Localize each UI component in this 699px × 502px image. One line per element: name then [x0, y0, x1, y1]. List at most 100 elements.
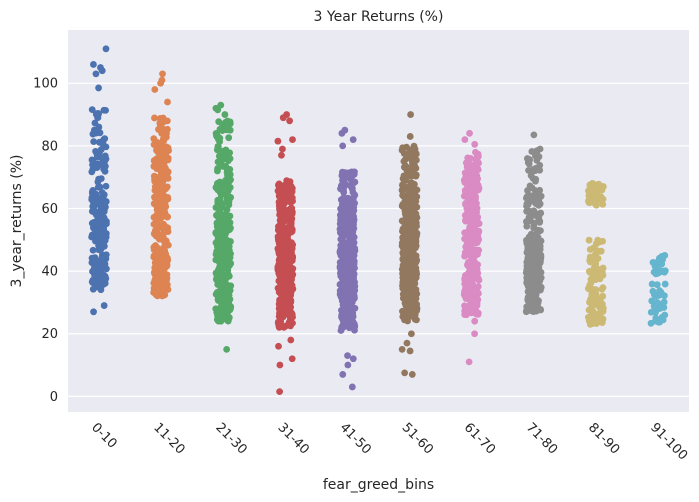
point: [592, 250, 600, 257]
point: [284, 236, 292, 243]
point: [595, 196, 603, 204]
point: [404, 227, 412, 235]
point: [408, 330, 415, 338]
point: [463, 199, 470, 207]
point: [89, 224, 97, 231]
point: [286, 117, 293, 125]
point: [661, 252, 669, 259]
point: [650, 302, 658, 310]
point: [405, 191, 413, 199]
point: [216, 188, 224, 196]
point: [461, 249, 469, 256]
point: [406, 307, 413, 315]
point: [537, 251, 545, 259]
point: [286, 312, 293, 320]
point: [156, 141, 164, 149]
point: [97, 208, 105, 216]
point: [98, 67, 106, 75]
point: [90, 138, 98, 146]
point: [215, 118, 223, 126]
point: [151, 194, 159, 202]
point: [531, 165, 539, 173]
point: [461, 235, 468, 243]
point: [523, 267, 531, 274]
point: [523, 207, 531, 215]
point: [349, 188, 357, 196]
series-51-60: [398, 111, 421, 378]
point: [223, 264, 231, 272]
point: [275, 233, 283, 241]
point: [164, 174, 172, 182]
point: [339, 228, 346, 236]
point: [221, 111, 229, 118]
point: [274, 137, 282, 145]
point: [100, 106, 108, 114]
point: [470, 274, 478, 282]
point: [164, 98, 171, 106]
point: [536, 217, 544, 225]
point: [213, 248, 221, 255]
point: [280, 260, 287, 268]
point: [161, 127, 169, 135]
point: [100, 214, 108, 222]
point: [222, 210, 229, 218]
point: [341, 254, 349, 262]
x-axis-label: fear_greed_bins: [323, 477, 434, 493]
point: [525, 166, 532, 174]
point: [400, 245, 408, 253]
point: [154, 211, 162, 219]
point: [340, 316, 348, 324]
point: [661, 280, 669, 288]
point: [279, 313, 287, 321]
point: [285, 222, 293, 230]
point: [536, 194, 543, 202]
point: [350, 212, 358, 220]
point: [399, 284, 407, 292]
chart-title: 3 Year Returns (%): [314, 9, 444, 25]
point: [151, 175, 158, 183]
point: [350, 246, 358, 254]
point: [160, 186, 168, 194]
point: [338, 129, 346, 137]
point: [472, 156, 480, 164]
point: [469, 263, 476, 270]
point: [221, 220, 229, 227]
point: [155, 289, 163, 297]
series-91-100: [647, 252, 669, 327]
point: [151, 114, 158, 122]
point: [531, 296, 539, 303]
point: [150, 157, 158, 165]
point: [653, 281, 661, 289]
point: [223, 286, 231, 294]
point: [536, 186, 544, 194]
point: [339, 142, 347, 150]
point: [89, 246, 97, 254]
point: [341, 240, 349, 248]
point: [97, 286, 105, 294]
point: [398, 146, 406, 154]
point: [156, 253, 164, 260]
point: [93, 153, 101, 161]
point: [160, 237, 167, 245]
point: [525, 306, 533, 314]
point: [91, 192, 99, 199]
point: [160, 151, 168, 159]
point: [216, 134, 224, 142]
point: [94, 109, 102, 117]
point: [523, 218, 531, 225]
point: [469, 208, 477, 216]
point: [285, 319, 293, 326]
point: [525, 241, 532, 248]
y-tick-label: 0: [50, 390, 58, 405]
point: [410, 237, 418, 245]
point: [91, 208, 98, 216]
point: [536, 242, 544, 250]
point: [275, 198, 283, 206]
point: [530, 131, 538, 139]
point: [161, 227, 169, 235]
point: [289, 241, 297, 249]
point: [534, 147, 541, 154]
point: [152, 242, 159, 249]
point: [98, 202, 106, 210]
